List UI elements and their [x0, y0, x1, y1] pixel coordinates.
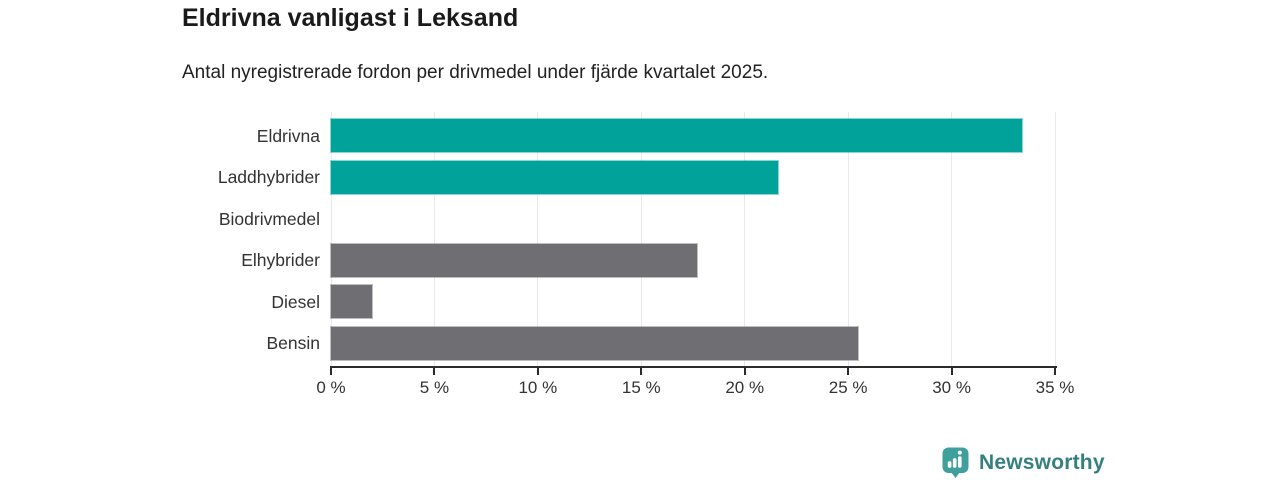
x-gridline — [744, 112, 746, 366]
x-gridline — [847, 112, 849, 366]
x-tick-label: 5 % — [419, 378, 450, 397]
chart-title: Eldrivna vanligast i Leksand — [182, 4, 519, 32]
category-label: Diesel — [271, 291, 320, 312]
x-axis-tick — [743, 368, 746, 375]
x-gridline — [330, 112, 332, 366]
x-axis-tick — [640, 368, 643, 375]
x-tick-label: 25 % — [828, 378, 868, 397]
data-bar — [329, 325, 860, 361]
x-tick-label: 30 % — [932, 378, 971, 397]
x-tick-label: 15 % — [621, 378, 661, 397]
category-label: Eldrivna — [256, 125, 320, 146]
data-bar — [330, 159, 779, 195]
x-tick-label: 35 % — [1035, 378, 1075, 397]
x-axis-tick — [536, 368, 539, 375]
x-axis-tick — [950, 368, 953, 375]
x-axis-tick — [433, 368, 436, 375]
category-label: Elhybrider — [241, 250, 320, 270]
data-bar — [329, 284, 374, 319]
x-axis-tick — [1054, 368, 1056, 375]
x-gridline — [433, 112, 435, 366]
newsworthy-logo[interactable]: Newsworthy — [942, 447, 1105, 479]
x-tick-label: 0 % — [316, 378, 346, 397]
x-tick-label: 10 % — [518, 378, 558, 397]
x-gridline — [640, 112, 642, 366]
category-label: Bensin — [266, 333, 320, 353]
x-gridline — [537, 112, 539, 366]
data-bar — [329, 242, 699, 278]
x-gridline — [1054, 112, 1056, 366]
category-label: Laddhybrider — [217, 167, 320, 187]
newsworthy-wordmark: Newsworthy — [979, 451, 1105, 474]
category-label: Biodrivmedel — [218, 208, 320, 229]
newsworthy-bar-chart-icon — [942, 447, 970, 479]
x-axis-tick — [847, 368, 850, 375]
chart-subtitle: Antal nyregistrerade fordon per drivmede… — [182, 62, 769, 83]
x-axis-line — [330, 366, 1057, 368]
x-tick-label: 20 % — [725, 378, 765, 397]
x-gridline — [951, 112, 953, 366]
x-axis-tick — [330, 368, 332, 375]
data-bar — [330, 118, 1023, 153]
